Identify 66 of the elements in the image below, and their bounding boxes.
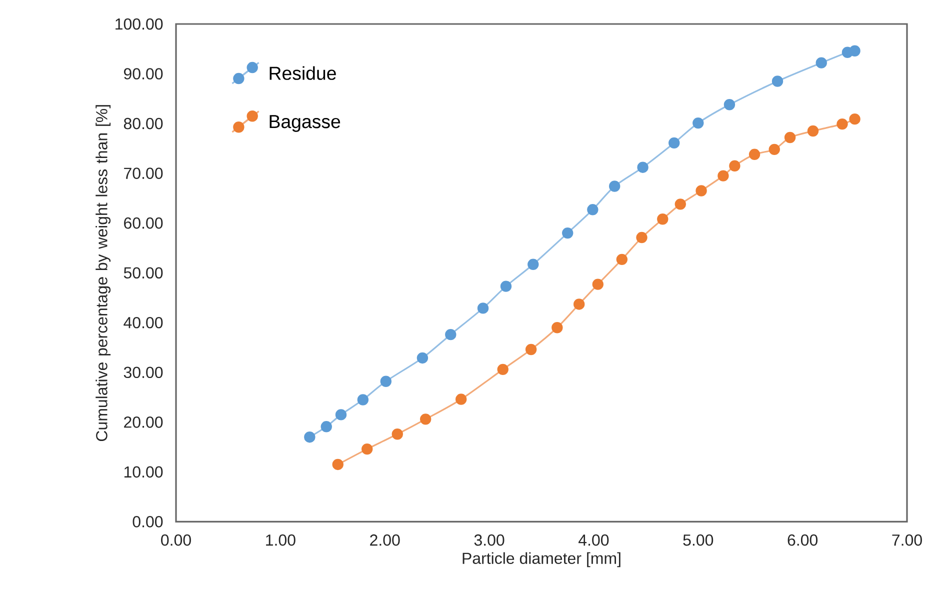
point [729,160,740,172]
point [616,254,628,266]
point [657,214,668,225]
x-tick-label: 6.00 [788,534,818,546]
point [420,414,432,425]
x-tick-label: 7.00 [892,534,922,546]
point [674,198,686,210]
point [335,409,347,420]
x-tick-label: 4.00 [578,534,609,546]
point [573,298,585,310]
point [445,328,456,340]
point [304,432,316,443]
y-tick-label: 70.00 [124,168,163,179]
point [772,76,784,87]
point [816,57,827,68]
point [455,394,467,405]
y-tick-label: 0.00 [132,516,163,528]
point [836,118,848,130]
x-tick-label: 2.00 [370,534,400,546]
point [748,148,760,160]
legend-label: Residue [270,66,336,80]
point [696,185,707,196]
legend-label: Bagasse [270,115,340,132]
point [320,421,332,432]
point [849,113,860,125]
point [562,227,574,239]
point [528,258,539,270]
point [849,45,860,56]
point [636,232,648,244]
point [807,125,819,137]
y-tick-label: 60.00 [124,217,163,229]
y-tick-label: 40.00 [124,316,163,328]
y-tick-label: 30.00 [124,366,163,378]
point [784,132,796,144]
point [392,428,403,440]
point [380,376,392,387]
point [637,162,648,173]
y-tick-label: 80.00 [124,118,163,130]
point [357,394,369,406]
point [724,99,736,110]
point [609,180,620,192]
point [668,137,680,149]
point [477,302,489,314]
point [525,344,537,356]
point [692,117,704,129]
x-tick-label: 1.00 [266,534,296,546]
y-tick-label: 100.00 [116,18,163,30]
point [592,278,604,290]
x-tick-label: 5.00 [683,534,714,546]
y-tick-label: 20.00 [124,416,163,428]
y-tick-label: 50.00 [124,267,163,279]
point [718,170,729,182]
point [362,443,373,455]
y-tick-label: 90.00 [124,68,163,80]
y-axis-title: Cumulative percentage by weight less than [%] [96,105,111,442]
point [552,322,563,334]
x-tick-label: 3.00 [474,534,504,546]
point [768,144,780,156]
y-tick-label: 10.00 [124,466,163,478]
point [332,458,344,470]
point [497,364,508,376]
point [416,352,428,364]
x-tick-label: 0.00 [161,534,191,546]
point [587,204,598,216]
point [500,280,512,292]
x-axis-title: Particle diameter [mm] [462,552,620,568]
